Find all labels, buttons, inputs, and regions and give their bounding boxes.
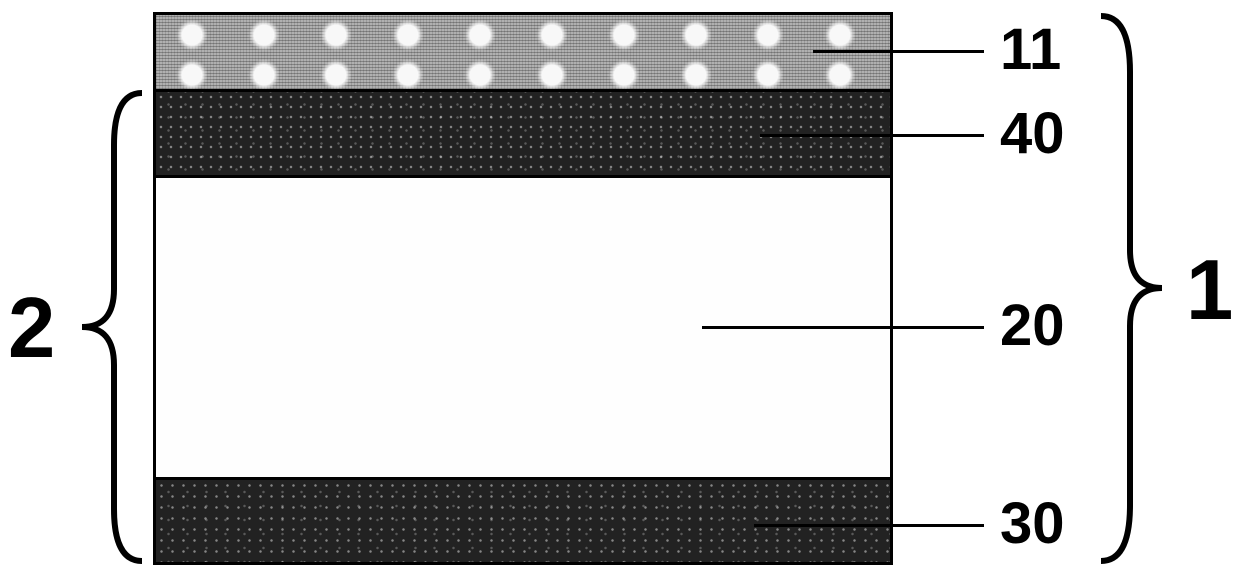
layer-stack <box>153 12 893 565</box>
layer-40 <box>153 89 893 175</box>
label-group-2: 2 <box>8 280 55 378</box>
label-11: 11 <box>1000 16 1061 83</box>
brace-group-1 <box>1096 12 1166 565</box>
leader-11 <box>813 50 984 53</box>
brace-group-2 <box>76 89 148 565</box>
label-30: 30 <box>1000 490 1065 557</box>
layer-11 <box>153 12 893 89</box>
label-group-1: 1 <box>1186 242 1233 340</box>
label-40: 40 <box>1000 100 1065 167</box>
layer-30 <box>153 477 893 565</box>
leader-40 <box>760 134 984 137</box>
leader-20 <box>702 326 984 329</box>
label-20: 20 <box>1000 292 1065 359</box>
leader-30 <box>754 524 984 527</box>
